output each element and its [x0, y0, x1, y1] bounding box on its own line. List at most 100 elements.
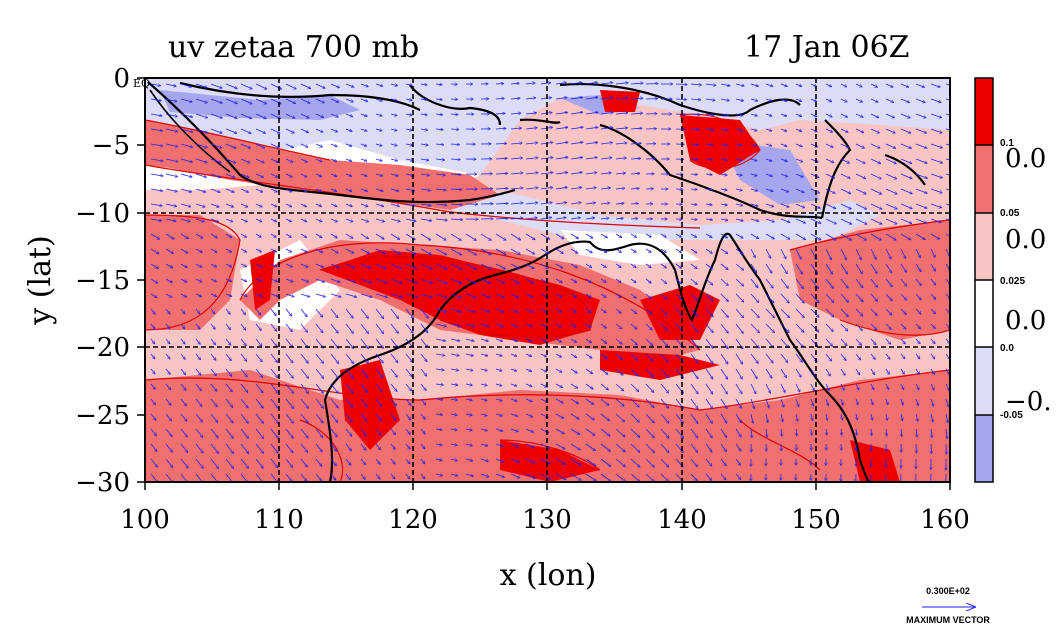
wind-vector [555, 323, 561, 327]
wind-vector [330, 308, 338, 318]
wind-vector [285, 278, 293, 282]
wind-vector [825, 233, 836, 240]
wind-vector [840, 218, 852, 224]
wind-vector [210, 293, 217, 297]
wind-vector [600, 308, 606, 313]
wind-vector [300, 143, 308, 147]
wind-vector [525, 158, 538, 159]
wind-vector [150, 278, 158, 283]
wind-vector [855, 218, 867, 224]
wind-vector [930, 143, 942, 148]
wind-vector [945, 98, 950, 101]
wind-vector [585, 112, 598, 115]
wind-vector [255, 113, 266, 119]
wind-vector [405, 338, 413, 348]
wind-vector [615, 293, 621, 298]
wind-vector [915, 308, 921, 314]
wind-vector [690, 263, 697, 269]
wind-vector [180, 158, 192, 162]
wind-vector [330, 98, 339, 102]
wind-vector [720, 189, 727, 190]
wind-vector [195, 323, 200, 329]
wind-vector [390, 308, 398, 318]
wind-vector [690, 323, 698, 332]
wind-vector [825, 323, 833, 331]
wind-vector [420, 174, 429, 175]
wind-vector [885, 308, 892, 315]
wind-vector [210, 203, 219, 207]
wind-vector [390, 278, 402, 283]
wind-vector [660, 248, 666, 252]
wind-vector [225, 308, 230, 314]
wind-vector [525, 173, 538, 174]
wind-vector [315, 323, 323, 333]
wind-vector [210, 98, 222, 103]
wind-vector [600, 188, 610, 189]
wind-vector [810, 113, 817, 117]
wind-vector [840, 278, 848, 288]
wind-vector [765, 83, 773, 86]
wind-vector [705, 293, 713, 301]
wind-vector [435, 159, 444, 160]
wind-vector [450, 248, 462, 255]
wind-vector [945, 83, 950, 86]
wind-vector [270, 233, 276, 237]
wind-vector [450, 278, 462, 283]
wind-vector [915, 233, 925, 240]
wind-vector [420, 338, 427, 347]
wind-vector [435, 189, 446, 190]
wind-vector [180, 173, 192, 177]
wind-vector [495, 84, 504, 85]
wind-vector [825, 113, 832, 117]
wind-vector [270, 263, 277, 267]
wind-vector [555, 142, 568, 145]
wind-vector [300, 233, 306, 237]
wind-vector [885, 248, 891, 259]
wind-vector [450, 159, 460, 160]
wind-vector [270, 278, 277, 282]
wind-vector [870, 158, 881, 164]
wind-vector [855, 203, 867, 209]
wind-vector [525, 233, 535, 240]
x-tick-labels: 100 110 120 130 140 150 160 [120, 505, 970, 535]
wind-vector [345, 113, 353, 117]
wind-vector [495, 248, 506, 255]
wind-vector [675, 233, 681, 237]
wind-vector [615, 308, 621, 313]
wind-vector [600, 173, 611, 174]
wind-vector [690, 204, 697, 205]
wind-vector [630, 113, 642, 114]
wind-vector [285, 98, 295, 104]
wind-vector [510, 98, 520, 99]
wind-vector [540, 172, 553, 175]
wind-vector [765, 323, 774, 333]
wind-vector [930, 128, 942, 133]
wind-vector [615, 158, 626, 159]
wind-vector [525, 113, 536, 114]
wind-vector [165, 173, 177, 177]
wind-vector [540, 98, 551, 99]
wind-vector [540, 233, 550, 239]
wind-vector [810, 308, 819, 317]
wind-vector [285, 338, 293, 347]
y-tick-label: −30 [75, 468, 130, 498]
wind-vector [630, 188, 639, 189]
wind-vector [330, 323, 338, 333]
wind-vector [450, 114, 458, 115]
wind-vector [570, 157, 583, 160]
wind-vector [420, 278, 432, 283]
wind-vector [555, 218, 566, 220]
wind-vector [360, 293, 372, 297]
negative-region-north-2 [420, 180, 880, 240]
wind-vector [300, 83, 311, 89]
wind-vector [780, 293, 789, 303]
wind-vector [315, 98, 324, 103]
wind-vector [870, 113, 879, 118]
wind-vector [240, 113, 252, 119]
wind-vector [615, 128, 627, 129]
colorbar-level-large: 0.0 [1005, 144, 1046, 174]
wind-vector [780, 143, 787, 146]
wind-vector [930, 158, 942, 163]
wind-vector [915, 188, 927, 193]
wind-vector [480, 323, 489, 327]
